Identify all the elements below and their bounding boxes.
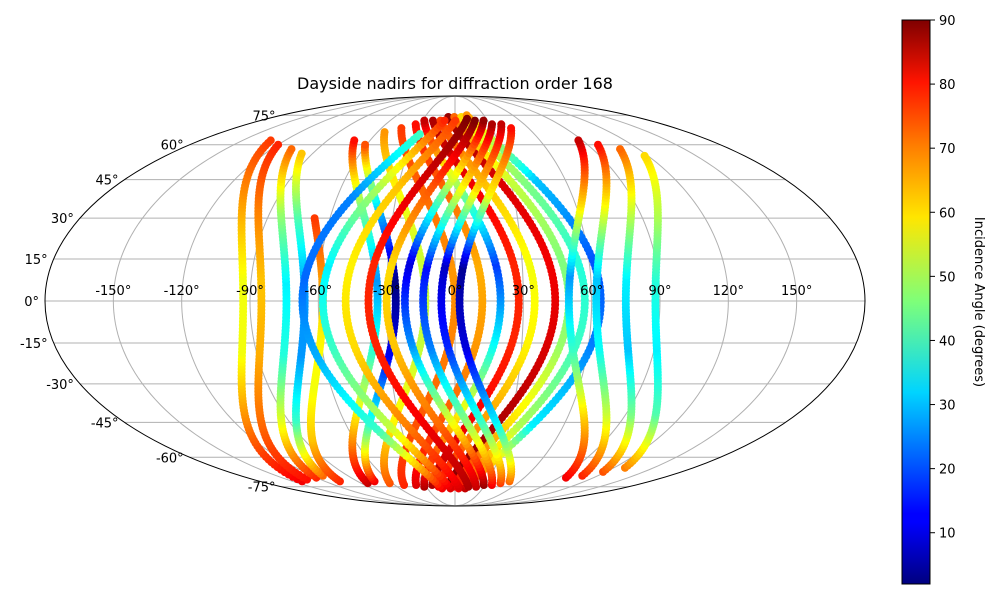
data-point [420,116,429,125]
latitude-tick-labels: 75° 60° 45° 30° 15° 0° -15° -30° -45° -60° -75° [20,109,276,495]
data-point [463,114,472,123]
colorbar-tick-label: 80 [939,78,956,93]
data-point [640,151,649,160]
data-point [488,120,497,129]
colorbar-tick-label: 70 [939,142,956,157]
lat-tick-label: -30° [46,378,74,393]
lat-tick-label: -15° [20,337,48,352]
lon-tick-label: 150° [781,284,812,299]
chart-title: Dayside nadirs for diffraction order 168 [297,74,613,93]
data-point [479,116,488,125]
lon-tick-label: -60° [304,284,332,299]
lon-tick-label: -30° [373,284,401,299]
data-point [616,145,625,154]
colorbar [901,19,931,585]
data-point [415,130,424,139]
lon-tick-label: 120° [713,284,744,299]
lon-tick-label: 0° [448,284,463,299]
colorbar-tick-label: 40 [939,334,956,349]
data-point [361,140,370,149]
data-point [507,124,516,133]
data-point [470,116,479,125]
data-point [380,128,389,137]
colorbar-tick-label: 90 [939,14,956,29]
data-point [266,136,275,145]
data-point [274,140,283,149]
lon-tick-label: -90° [236,284,264,299]
data-points [237,111,662,493]
lat-tick-label: 0° [24,295,39,310]
data-point [497,120,506,129]
data-point [287,145,296,154]
lon-tick-label: 90° [648,284,671,299]
colorbar-ticks: 10 20 30 40 50 60 70 80 90 [930,14,956,542]
lat-tick-label: 60° [161,139,184,154]
longitude-tick-labels: -150° -120° -90° -60° -30° 0° 30° 60° 90° 120° 150… [95,284,812,299]
lat-tick-label: -75° [248,481,276,496]
colorbar-label: Incidence Angle (degrees) [971,217,986,387]
lat-tick-label: 30° [51,212,74,227]
data-point [350,136,359,145]
data-point [593,140,602,149]
colorbar-tick-label: 20 [939,463,956,478]
colorbar-tick-label: 10 [939,527,956,542]
lat-tick-label: 15° [25,253,48,268]
data-point [411,120,420,129]
data-point [397,124,406,133]
data-point [297,149,306,158]
lat-tick-label: 45° [96,174,119,189]
data-point [451,116,460,125]
colorbar-tick-label: 30 [939,399,956,414]
data-point [428,116,437,125]
data-point [574,136,583,145]
lat-tick-label: -60° [156,451,184,466]
lat-tick-label: 75° [252,109,275,124]
lon-tick-label: 60° [580,284,603,299]
lon-tick-label: -120° [164,284,200,299]
colorbar-tick-label: 50 [939,270,956,285]
data-point [310,214,319,223]
lat-tick-label: -45° [91,416,119,431]
lon-tick-label: -150° [95,284,131,299]
data-point [440,116,449,125]
lon-tick-label: 30° [512,284,535,299]
colorbar-tick-label: 60 [939,206,956,221]
